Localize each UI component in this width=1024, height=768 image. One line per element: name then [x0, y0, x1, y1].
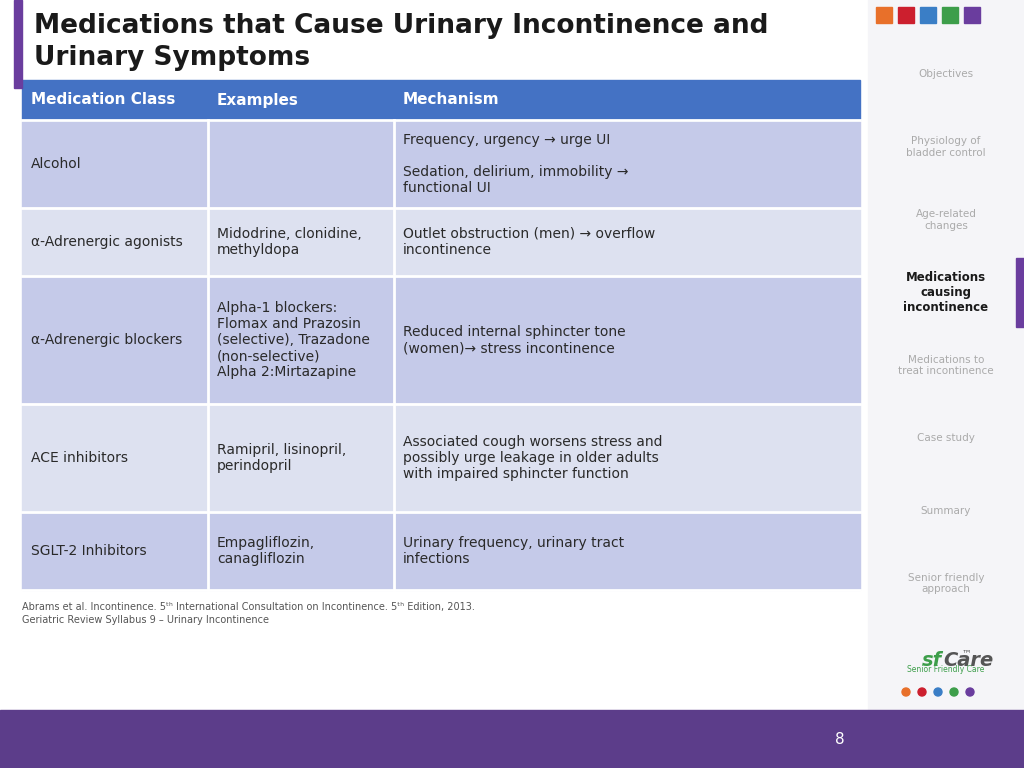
- Text: Age-related
changes: Age-related changes: [915, 209, 977, 230]
- Text: Mechanism: Mechanism: [403, 92, 500, 108]
- Bar: [22, 120, 860, 208]
- Bar: [868, 0, 1024, 710]
- Text: Physiology of
bladder control: Physiology of bladder control: [906, 137, 986, 158]
- Text: Senior friendly
approach: Senior friendly approach: [907, 573, 984, 594]
- Bar: [920, 7, 936, 23]
- Text: sf: sf: [922, 650, 942, 670]
- Circle shape: [902, 688, 910, 696]
- Bar: [22, 512, 860, 590]
- Text: Outlet obstruction (men) → overflow
incontinence: Outlet obstruction (men) → overflow inco…: [403, 227, 655, 257]
- Text: Medications to
treat incontinence: Medications to treat incontinence: [898, 355, 994, 376]
- Text: ACE inhibitors: ACE inhibitors: [31, 451, 128, 465]
- Text: Case study: Case study: [918, 433, 975, 443]
- Text: 8: 8: [836, 731, 845, 746]
- Bar: [964, 7, 980, 23]
- Text: Medication Class: Medication Class: [31, 92, 175, 108]
- Text: Medications that Cause Urinary Incontinence and: Medications that Cause Urinary Incontine…: [34, 13, 768, 39]
- Text: Alcohol: Alcohol: [31, 157, 82, 171]
- Circle shape: [966, 688, 974, 696]
- Text: SGLT-2 Inhibitors: SGLT-2 Inhibitors: [31, 544, 146, 558]
- Bar: [22, 80, 860, 120]
- Text: Associated cough worsens stress and
possibly urge leakage in older adults
with i: Associated cough worsens stress and poss…: [403, 435, 663, 482]
- Text: Urinary Symptoms: Urinary Symptoms: [34, 45, 310, 71]
- Bar: [942, 7, 958, 23]
- Text: Abrams et al. Incontinence. 5ᵗʰ International Consultation on Incontinence. 5ᵗʰ : Abrams et al. Incontinence. 5ᵗʰ Internat…: [22, 602, 475, 612]
- Bar: [898, 7, 914, 23]
- Text: Urinary frequency, urinary tract
infections: Urinary frequency, urinary tract infecti…: [403, 536, 625, 566]
- Text: Reduced internal sphincter tone
(women)→ stress incontinence: Reduced internal sphincter tone (women)→…: [403, 325, 626, 355]
- Text: Ramipril, lisinopril,
perindopril: Ramipril, lisinopril, perindopril: [217, 443, 346, 473]
- Text: Midodrine, clonidine,
methyldopa: Midodrine, clonidine, methyldopa: [217, 227, 361, 257]
- Bar: [876, 7, 892, 23]
- Bar: [0, 0, 868, 710]
- Circle shape: [918, 688, 926, 696]
- Bar: [22, 276, 860, 404]
- Text: α-Adrenergic agonists: α-Adrenergic agonists: [31, 235, 182, 249]
- Bar: [22, 208, 860, 276]
- Bar: [22, 404, 860, 512]
- Text: Frequency, urgency → urge UI

Sedation, delirium, immobility →
functional UI: Frequency, urgency → urge UI Sedation, d…: [403, 133, 629, 195]
- Text: Senior Friendly Care: Senior Friendly Care: [907, 666, 985, 674]
- Bar: [1016, 258, 1024, 327]
- Text: Alpha-1 blockers:
Flomax and Prazosin
(selective), Trazadone
(non-selective)
Alp: Alpha-1 blockers: Flomax and Prazosin (s…: [217, 300, 370, 379]
- Text: Objectives: Objectives: [919, 69, 974, 79]
- Circle shape: [950, 688, 958, 696]
- Text: ™: ™: [962, 648, 971, 658]
- Text: Care: Care: [943, 650, 993, 670]
- Text: Empagliflozin,
canagliflozin: Empagliflozin, canagliflozin: [217, 536, 315, 566]
- Text: Examples: Examples: [217, 92, 299, 108]
- Text: Medications
causing
incontinence: Medications causing incontinence: [903, 271, 988, 314]
- Text: α-Adrenergic blockers: α-Adrenergic blockers: [31, 333, 182, 347]
- Circle shape: [934, 688, 942, 696]
- Bar: [0, 710, 1024, 768]
- Text: Geriatric Review Syllabus 9 – Urinary Incontinence: Geriatric Review Syllabus 9 – Urinary In…: [22, 615, 269, 625]
- Bar: [14, 0, 22, 88]
- Text: Summary: Summary: [921, 506, 971, 516]
